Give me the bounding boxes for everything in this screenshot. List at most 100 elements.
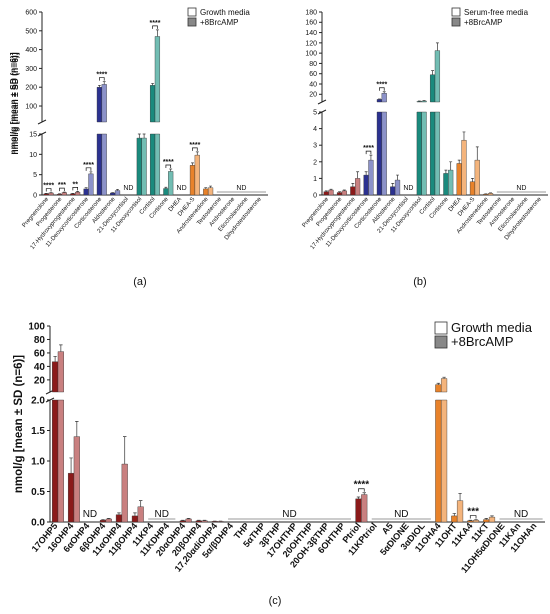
y-tick-label: 1 (313, 176, 317, 183)
significance-label: **** (363, 145, 374, 152)
significance-bracket (72, 186, 78, 191)
y-tick-label: 5 (313, 109, 317, 116)
bar (483, 519, 490, 523)
y-tick-label: 200 (25, 85, 37, 92)
significance-label: **** (376, 82, 387, 89)
legend-swatch (434, 335, 448, 349)
error-bar (195, 151, 199, 156)
y-tick-label: 60 (309, 71, 317, 78)
error-bar (142, 133, 146, 139)
significance-bracket (85, 167, 92, 171)
error-bar (369, 154, 373, 161)
nd-label: ND (282, 509, 296, 520)
significance-label: **** (150, 20, 161, 27)
significance-bracket (99, 77, 105, 81)
bar (114, 190, 121, 196)
error-bar (117, 512, 121, 515)
bar (137, 506, 144, 523)
bar (350, 186, 356, 196)
y-tick-label: 2.0 (31, 396, 45, 407)
bar (472, 519, 480, 523)
nd-label: ND (155, 509, 169, 520)
error-bar (452, 513, 457, 516)
bar (469, 181, 476, 196)
bar (88, 173, 94, 196)
significance-label: **** (189, 142, 200, 149)
significance-bracket (379, 87, 385, 91)
panel-label: (b) (413, 276, 426, 288)
bar (363, 174, 369, 196)
legend-swatch (451, 7, 461, 17)
bar (211, 521, 218, 523)
error-bar (458, 492, 462, 501)
legend-label: +8BrcAMP (200, 18, 238, 27)
error-bar (75, 421, 79, 437)
nd-label: ND (403, 185, 413, 192)
bar (57, 351, 64, 523)
axis-break (37, 119, 47, 125)
y-tick-label: 20 (34, 375, 46, 386)
error-bar (84, 187, 88, 189)
legend-label: Serum-free media (464, 8, 529, 17)
error-bar (342, 189, 346, 191)
bar (83, 188, 89, 196)
bar (441, 378, 448, 523)
error-bar (324, 190, 328, 192)
y-tick-label: 100 (305, 51, 317, 58)
y-tick-label: 0 (313, 192, 317, 199)
bar (323, 191, 329, 196)
significance-bracket (59, 187, 65, 192)
bar (52, 361, 59, 523)
error-bar (484, 517, 488, 520)
error-bar (391, 183, 395, 187)
bar (341, 190, 347, 196)
error-bar (468, 519, 472, 521)
bar (394, 179, 401, 196)
nd-label: ND (516, 185, 526, 192)
error-bar (181, 519, 185, 521)
bar (207, 187, 214, 196)
error-bar (133, 512, 137, 516)
bar (355, 178, 361, 196)
legend-swatch (451, 17, 461, 27)
nd-label: ND (514, 509, 528, 520)
error-bar (116, 188, 119, 191)
bar (110, 192, 116, 196)
error-bar (474, 519, 478, 521)
bar (421, 100, 427, 196)
bar (105, 518, 112, 523)
significance-label: *** (58, 182, 66, 189)
bar (416, 101, 422, 196)
error-bar (356, 171, 360, 179)
legend-label: +8BrcAMP (464, 18, 502, 27)
error-bar (442, 376, 446, 379)
bar (150, 85, 156, 196)
bar (368, 159, 374, 196)
axis-break (317, 99, 327, 105)
error-bar (329, 188, 333, 191)
significance-bracket (45, 188, 52, 192)
error-bar (204, 187, 208, 189)
y-tick-label: 140 (305, 30, 317, 37)
error-bar (377, 98, 381, 100)
y-tick-label: 500 (25, 28, 37, 35)
significance-bracket (358, 488, 365, 492)
error-bar (209, 185, 213, 188)
bar (355, 498, 362, 523)
bar (101, 84, 107, 196)
bar (201, 520, 208, 523)
bar (381, 93, 387, 196)
bar (179, 520, 186, 523)
error-bar (364, 171, 368, 176)
bar (474, 159, 480, 196)
error-bar (449, 161, 453, 171)
bar (461, 140, 467, 196)
bar (163, 188, 169, 196)
error-bar (59, 344, 63, 352)
bar (336, 192, 343, 196)
bar (168, 171, 174, 196)
legend-label: Growth media (200, 8, 250, 17)
legend-label: +8BrcAMP (451, 334, 514, 349)
bar (56, 193, 63, 196)
error-bar (76, 190, 80, 193)
